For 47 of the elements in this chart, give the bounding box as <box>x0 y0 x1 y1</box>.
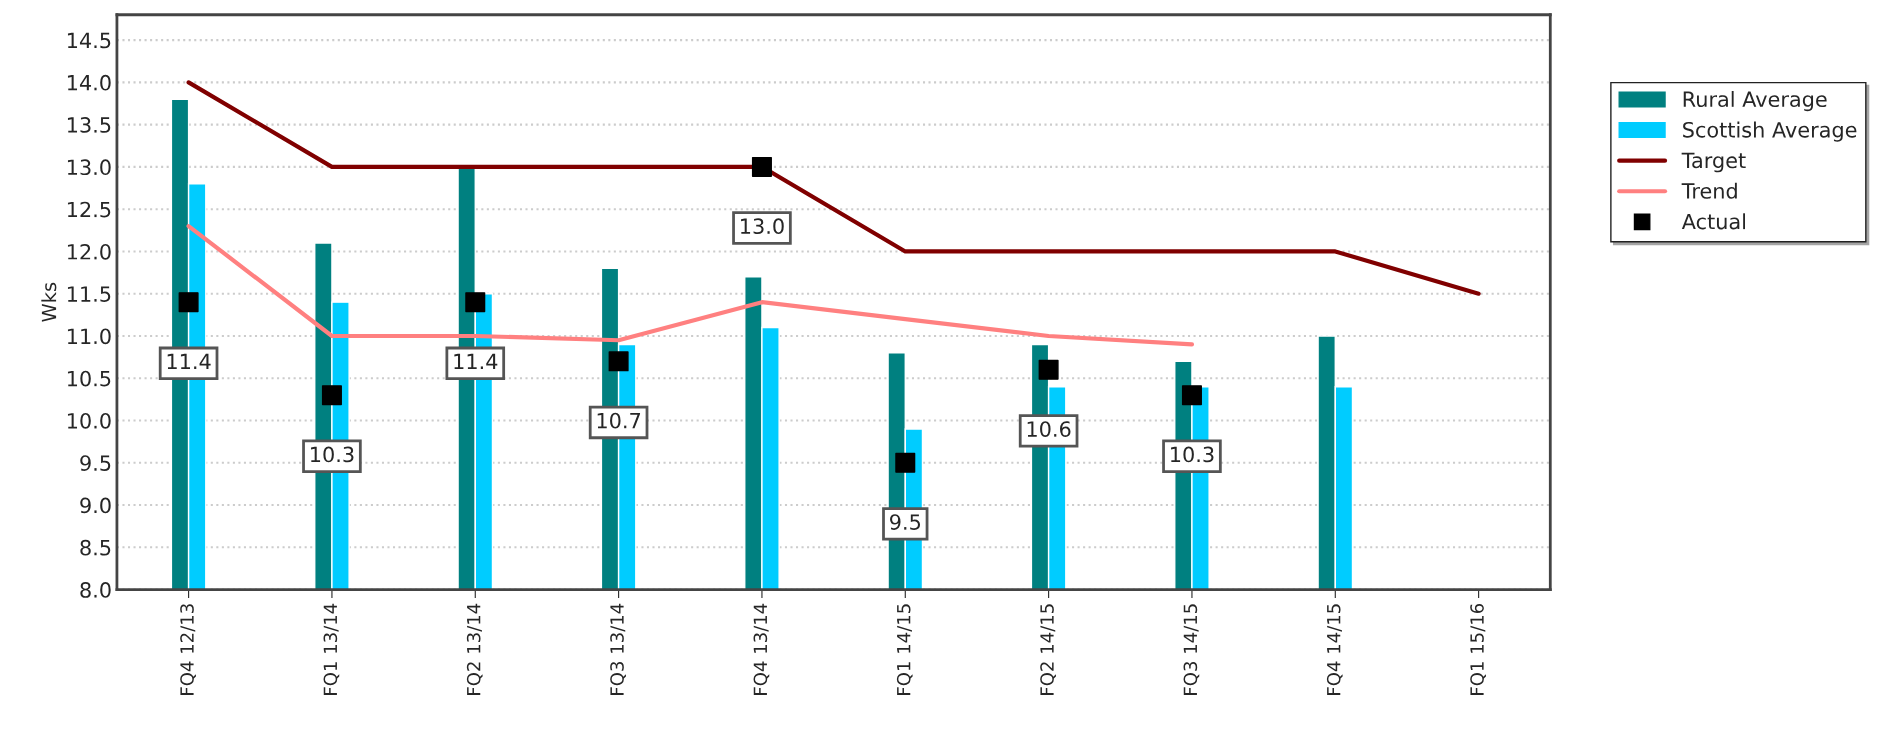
x-tick-label: FQ2 13/14 <box>466 603 483 695</box>
data-label: 10.3 <box>311 446 354 463</box>
y-tick-label: 11.5 <box>67 286 111 302</box>
point <box>321 385 342 406</box>
legend-label: Rural Average <box>1683 90 1827 112</box>
point <box>178 292 199 313</box>
y-tick-label: 9.0 <box>80 497 111 514</box>
line-series <box>186 80 1481 296</box>
y-tick-label: 12.5 <box>67 201 111 218</box>
y-tick-label: 8.5 <box>80 539 111 556</box>
point <box>465 292 486 313</box>
legend-label: Target <box>1681 152 1746 173</box>
x-tick-label: FQ4 13/14 <box>753 603 770 695</box>
data-label: 13.0 <box>741 218 784 235</box>
x-tick-label: FQ3 14/15 <box>1183 604 1200 695</box>
x-tick-label: FQ1 15/16 <box>1470 603 1486 695</box>
y-tick-label: 12.0 <box>67 243 111 260</box>
y-tick-label: 10.5 <box>67 370 111 387</box>
data-label: 11.4 <box>454 353 498 370</box>
data-label: 9.5 <box>890 514 921 530</box>
y-tick-label: 14.0 <box>67 74 111 91</box>
x-tick-label: FQ3 13/14 <box>610 603 626 695</box>
point <box>608 351 629 372</box>
data-label: 10.7 <box>597 412 641 429</box>
point <box>1038 359 1059 380</box>
y-tick-label: 11.0 <box>67 328 111 345</box>
y-tick-label: 10.0 <box>67 412 111 429</box>
x-tick-label: FQ1 13/14 <box>323 603 340 695</box>
legend-label: Actual <box>1681 213 1746 230</box>
x-tick-label: FQ4 14/15 <box>1326 604 1343 695</box>
x-tick-label: FQ4 12/13 <box>180 604 196 695</box>
data-label: 10.3 <box>1171 446 1214 463</box>
y-tick-label: 13.0 <box>67 159 111 176</box>
point <box>751 156 772 177</box>
x-tick-label: FQ2 14/15 <box>1040 604 1056 695</box>
y-tick-label: 14.5 <box>67 32 111 49</box>
point <box>1181 385 1202 406</box>
y-tick-label: 13.5 <box>67 117 111 133</box>
point <box>895 452 916 473</box>
y-axis-title: Wks <box>41 282 57 322</box>
data-label: 10.6 <box>1027 421 1071 437</box>
x-tick-label: FQ1 14/15 <box>896 604 913 695</box>
legend-label: Trend <box>1681 182 1737 199</box>
data-label: 11.4 <box>167 353 211 370</box>
legend-label: Scottish Average <box>1683 121 1857 142</box>
y-tick-label: 9.5 <box>80 455 111 471</box>
y-tick-label: 8.0 <box>80 582 111 598</box>
